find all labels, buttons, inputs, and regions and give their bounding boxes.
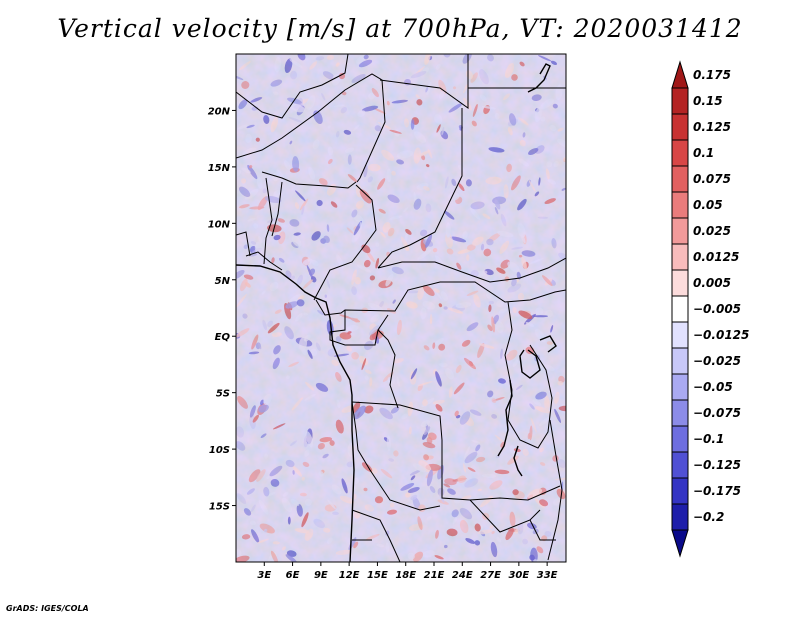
colorbar-label: 0.125 <box>693 120 731 134</box>
y-tick-label: 10S <box>209 445 230 456</box>
x-tick-label: 6E <box>286 570 300 581</box>
colorbar-label: 0.005 <box>693 276 731 290</box>
colorbar-label: −0.025 <box>693 354 741 368</box>
colorbar-swatch <box>671 425 689 453</box>
colorbar-label: 0.0125 <box>693 250 739 264</box>
colorbar-swatch <box>671 60 689 89</box>
colorbar-swatch <box>671 269 689 297</box>
colorbar-swatch <box>671 139 689 167</box>
colorbar-label: 0.025 <box>693 224 731 238</box>
x-tick-label: 3E <box>257 570 271 581</box>
y-tick-label: EQ <box>215 332 231 343</box>
colorbar-label: −0.075 <box>693 406 741 420</box>
colorbar-swatch <box>671 191 689 219</box>
colorbar-swatch <box>671 451 689 479</box>
y-tick-label: 5S <box>216 389 230 400</box>
y-tick-label: 10N <box>208 219 231 230</box>
x-tick-label: 9E <box>314 570 328 581</box>
colorbar-swatch <box>671 503 689 531</box>
country-borders <box>236 54 566 562</box>
colorbar-swatch <box>671 477 689 505</box>
colorbar-label: −0.1 <box>693 432 724 446</box>
x-tick-label: 12E <box>339 570 360 581</box>
colorbar-label: −0.2 <box>693 510 724 524</box>
x-tick-label: 15E <box>367 570 388 581</box>
x-tick-label: 21E <box>424 570 445 581</box>
colorbar-swatch <box>671 399 689 427</box>
colorbar-label: −0.125 <box>693 458 741 472</box>
colorbar-swatch <box>671 113 689 141</box>
y-tick-label: 15S <box>209 502 230 513</box>
map-frame <box>235 53 567 563</box>
colorbar-label: 0.1 <box>693 146 714 160</box>
colorbar-swatch <box>671 295 689 323</box>
colorbar-swatch <box>671 321 689 349</box>
x-tick-label: 24E <box>452 570 473 581</box>
colorbar-swatch <box>671 529 689 558</box>
colorbar-label: −0.005 <box>693 302 741 316</box>
x-tick-label: 18E <box>395 570 416 581</box>
colorbar-swatch <box>671 347 689 375</box>
colorbar-label: −0.05 <box>693 380 733 394</box>
colorbar-label: 0.15 <box>693 94 723 108</box>
colorbar <box>671 60 689 558</box>
x-tick-label: 27E <box>480 570 501 581</box>
y-tick-label: 5N <box>215 276 231 287</box>
map-plot-area <box>236 54 566 562</box>
x-tick-label: 33E <box>537 570 558 581</box>
colorbar-swatch <box>671 87 689 115</box>
x-tick-label: 30E <box>508 570 529 581</box>
y-tick-label: 15N <box>208 163 231 174</box>
colorbar-label: −0.0125 <box>693 328 749 342</box>
colorbar-swatch <box>671 165 689 193</box>
colorbar-swatch <box>671 217 689 245</box>
colorbar-label: −0.175 <box>693 484 741 498</box>
chart-title: Vertical velocity [m/s] at 700hPa, VT: 2… <box>57 14 743 43</box>
colorbar-label: 0.05 <box>693 198 723 212</box>
y-tick-label: 20N <box>208 106 231 117</box>
colorbar-swatch <box>671 373 689 401</box>
colorbar-swatch <box>671 243 689 271</box>
grads-credit: GrADS: IGES/COLA <box>6 604 89 613</box>
coastlines <box>236 63 557 562</box>
colorbar-label: 0.075 <box>693 172 731 186</box>
colorbar-label: 0.175 <box>693 68 731 82</box>
